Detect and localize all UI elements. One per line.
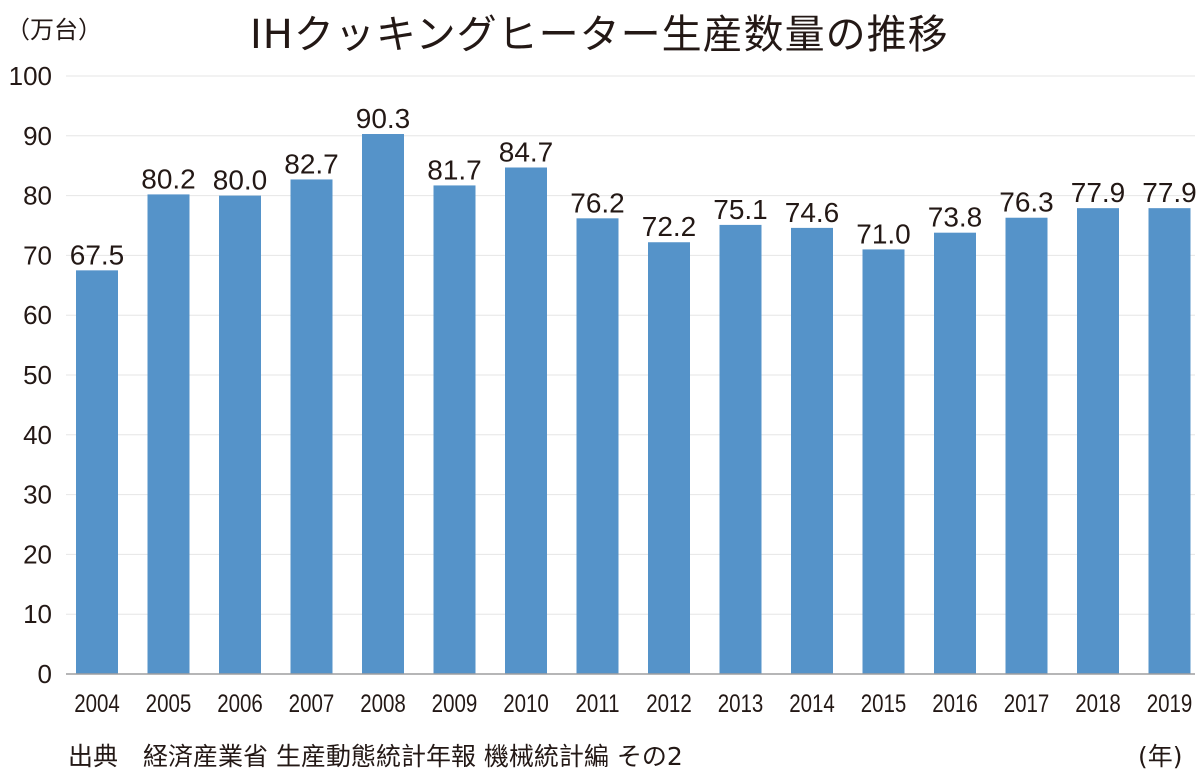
x-tick-label: 2010: [503, 689, 549, 717]
x-tick-label: 2012: [646, 689, 692, 717]
x-tick-label: 2007: [289, 689, 335, 717]
x-tick-label: 2015: [861, 689, 907, 717]
bar: [147, 194, 190, 675]
value-label: 90.3: [356, 103, 411, 134]
value-label: 77.9: [1142, 177, 1197, 208]
bar: [219, 195, 261, 674]
y-tick-label: 0: [38, 659, 52, 689]
y-tick-label: 30: [23, 480, 52, 510]
bar: [934, 232, 976, 674]
y-tick-label: 90: [23, 121, 52, 151]
value-label: 82.7: [284, 148, 339, 179]
y-tick-label: 50: [23, 360, 52, 390]
bar: [576, 218, 619, 674]
bar: [1005, 217, 1048, 674]
x-tick-label: 2013: [718, 689, 764, 717]
x-tick-label: 2006: [217, 689, 263, 717]
bar: [862, 249, 905, 675]
bar: [791, 227, 833, 674]
value-label: 73.8: [928, 202, 983, 233]
y-tick-label: 20: [23, 539, 52, 569]
bar: [362, 134, 404, 675]
x-tick-label: 2011: [575, 689, 619, 717]
x-tick-label: 2008: [360, 689, 406, 717]
value-label: 67.5: [70, 239, 125, 270]
value-label: 71.0: [856, 218, 911, 249]
x-axis-unit-label: (年): [1138, 742, 1183, 771]
y-tick-label: 60: [23, 300, 52, 330]
value-label: 80.2: [141, 163, 196, 194]
value-label: 84.7: [499, 136, 554, 167]
y-tick-label: 70: [23, 240, 52, 270]
bar: [290, 179, 333, 675]
y-axis-unit-label: （万台）: [6, 16, 102, 44]
y-tick-label: 40: [23, 420, 52, 450]
bar: [76, 270, 118, 674]
x-tick-label: 2016: [932, 689, 978, 717]
x-tick-label: 2017: [1004, 689, 1050, 717]
value-label: 74.6: [785, 197, 840, 228]
value-label: 75.1: [713, 194, 768, 225]
x-tick-label: 2018: [1075, 689, 1121, 717]
y-tick-label: 100: [9, 61, 52, 91]
value-label: 77.9: [1071, 177, 1126, 208]
bar: [719, 224, 762, 675]
value-label: 72.2: [642, 211, 697, 242]
chart-title: IHクッキングヒーター生産数量の推移: [250, 12, 949, 58]
x-tick-label: 2014: [789, 689, 835, 717]
source-note: 出典 経済産業省 生産動態統計年報 機械統計編 その2: [68, 742, 683, 771]
y-tick-label: 80: [23, 181, 52, 211]
bar: [433, 185, 476, 674]
x-tick-label: 2005: [146, 689, 192, 717]
bar: [1077, 208, 1119, 674]
value-label: 80.0: [213, 165, 268, 196]
value-label: 81.7: [427, 154, 482, 185]
bar: [648, 242, 690, 674]
bar: [1148, 208, 1191, 674]
bar: [505, 167, 547, 674]
x-tick-label: 2009: [432, 689, 478, 717]
value-label: 76.3: [999, 187, 1054, 218]
value-label: 76.2: [570, 187, 625, 218]
x-tick-label: 2019: [1147, 689, 1193, 717]
y-tick-label: 10: [23, 599, 52, 629]
x-tick-label: 2004: [74, 689, 120, 717]
